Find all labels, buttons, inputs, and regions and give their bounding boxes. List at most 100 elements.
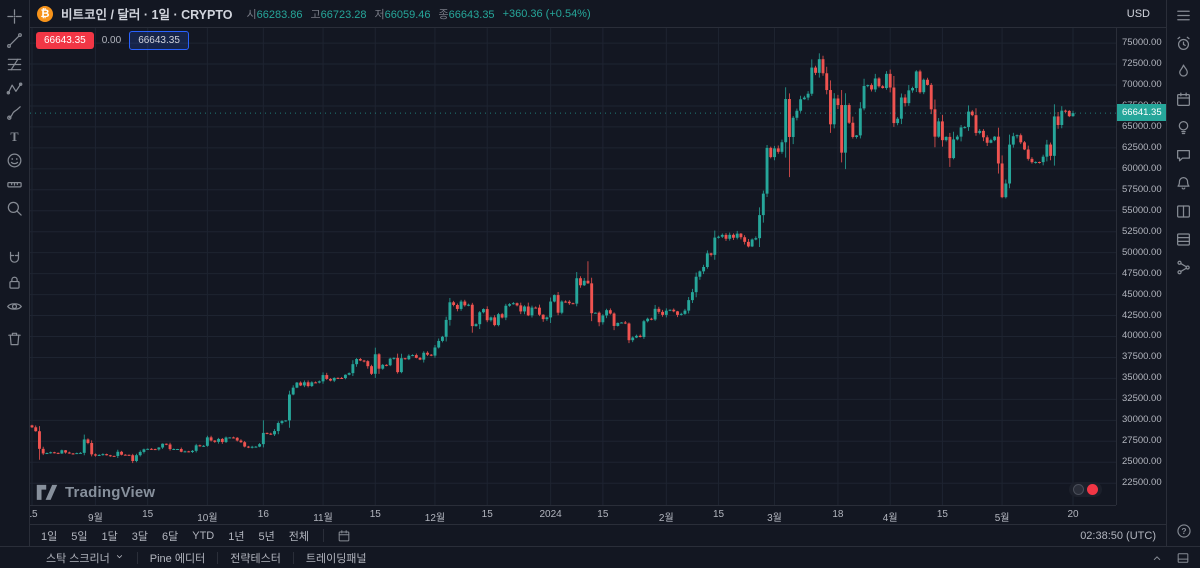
tab-1[interactable]: 스탁 스크리너	[34, 547, 137, 568]
calendar-icon[interactable]	[1171, 88, 1197, 111]
time-axis[interactable]: 15 9월 15 10월 16 11월 15 12월 15 2024 15 2월 15 3월 18 4월 15 5…	[26, 505, 1116, 524]
pattern-tool-icon[interactable]	[2, 76, 28, 100]
time-axis-label: 15	[142, 509, 154, 520]
hotlists-icon[interactable]	[1171, 60, 1197, 83]
price-axis-label: 37500.00	[1122, 351, 1162, 363]
time-axis-label: 2024	[539, 509, 562, 520]
spread-value: 0.00	[101, 35, 122, 46]
open-value: 66283.86	[256, 8, 303, 21]
order-panel-icon[interactable]	[1171, 200, 1197, 223]
tab-3[interactable]: 전략테스터	[230, 552, 281, 565]
bottom-tabs: 스탁 스크리너 Pine 에디터 전략테스터 트레이딩패널	[34, 547, 379, 568]
svg-text:T: T	[10, 129, 18, 143]
time-axis-label: 3월	[767, 513, 782, 524]
tab-4[interactable]: 트레이딩패널	[305, 552, 367, 565]
last-price-tag: 66641.35	[1117, 104, 1166, 122]
watermark-text: TradingView	[65, 483, 156, 501]
lock-drawings-icon[interactable]	[2, 270, 28, 294]
tradingview-logo-icon	[36, 484, 58, 500]
dom-icon[interactable]	[1171, 228, 1197, 251]
close-value: 66643.35	[448, 8, 495, 21]
help-icon[interactable]: ?	[1171, 520, 1197, 542]
chevron-down-icon	[114, 551, 125, 565]
price-axis[interactable]: 66641.35 75000.0072500.0070000.0067500.0…	[1116, 28, 1166, 505]
range-button-6달[interactable]: 6달	[162, 530, 179, 543]
time-axis-label: 18	[832, 509, 844, 520]
range-button-전체[interactable]: 전체	[288, 530, 309, 543]
price-axis-label: 40000.00	[1122, 330, 1162, 342]
magnet-mode-icon[interactable]	[2, 246, 28, 270]
time-axis-label: 9월	[88, 513, 103, 524]
range-button-YTD[interactable]: YTD	[192, 529, 215, 542]
measure-tool-icon[interactable]	[2, 172, 28, 196]
time-axis-label: 10월	[197, 513, 218, 524]
tab-2[interactable]: Pine 에디터	[149, 552, 206, 565]
price-axis-label: 70000.00	[1122, 79, 1162, 90]
candlestick-chart[interactable]	[30, 28, 1116, 505]
range-button-1일[interactable]: 1일	[41, 530, 58, 543]
trend-line-tool-icon[interactable]	[2, 28, 28, 52]
chart-pane[interactable]: TradingView	[30, 28, 1116, 505]
tab-divider	[292, 551, 294, 564]
hide-drawings-icon[interactable]	[2, 294, 28, 318]
currency-button[interactable]: USD	[1126, 7, 1150, 20]
price-change: +360.36 (+0.54%)	[502, 7, 591, 20]
price-axis-label: 47500.00	[1122, 267, 1162, 279]
range-button-1달[interactable]: 1달	[101, 530, 118, 543]
range-button-5일[interactable]: 5일	[71, 530, 88, 543]
live-badge-icon[interactable]	[1087, 484, 1098, 495]
price-axis-label: 65000.00	[1122, 120, 1162, 132]
tab-divider	[217, 551, 219, 564]
price-axis-label: 50000.00	[1122, 246, 1162, 258]
price-axis-label: 30000.00	[1122, 414, 1162, 426]
fib-retracement-tool-icon[interactable]	[2, 52, 28, 76]
bitcoin-logo-icon: ₿	[37, 5, 53, 22]
price-axis-label: 62500.00	[1122, 141, 1162, 153]
time-axis-label: 15	[597, 509, 609, 520]
clock[interactable]: 02:38:50 (UTC)	[1080, 529, 1156, 542]
range-button-1년[interactable]: 1년	[228, 530, 245, 543]
tabs-right-controls	[1150, 551, 1200, 565]
price-axis-label: 45000.00	[1122, 288, 1162, 300]
ideas-icon[interactable]	[1171, 116, 1197, 139]
topbar: ₿ 비트코인 / 달러 · 1일 · CRYPTO 시66283.86 고667…	[30, 0, 1166, 28]
chat-icon[interactable]	[1171, 144, 1197, 167]
toolbar-divider	[323, 529, 324, 542]
panel-toggle-icon[interactable]	[1176, 551, 1190, 565]
open-label: 시	[246, 8, 257, 21]
price-axis-label: 27500.00	[1122, 435, 1162, 447]
notifications-icon[interactable]	[1171, 172, 1197, 195]
symbol-title[interactable]: 비트코인 / 달러 · 1일 · CRYPTO	[61, 8, 233, 22]
remove-drawings-icon[interactable]	[2, 326, 28, 350]
sell-price-badge[interactable]: 66643.35	[36, 32, 94, 49]
price-axis-label: 57500.00	[1122, 183, 1162, 195]
price-axis-label: 72500.00	[1122, 58, 1162, 70]
price-axis-label: 35000.00	[1122, 372, 1162, 384]
svg-text:?: ?	[1181, 526, 1186, 536]
watchlist-icon[interactable]	[1171, 4, 1197, 27]
time-axis-label: 4월	[882, 513, 898, 524]
time-axis-label: 15	[936, 509, 948, 520]
alerts-icon[interactable]	[1171, 32, 1197, 55]
object-tree-icon[interactable]	[1171, 256, 1197, 279]
bottom-tabs-bar: 스탁 스크리너 Pine 에디터 전략테스터 트레이딩패널	[0, 546, 1200, 568]
go-to-date-icon[interactable]	[331, 524, 357, 548]
emoji-tool-icon[interactable]	[2, 148, 28, 172]
time-axis-label: 15	[369, 509, 381, 520]
stream-badge-icon[interactable]	[1073, 484, 1084, 495]
zoom-tool-icon[interactable]	[2, 196, 28, 220]
ohlc-values: 시66283.86 고66723.28 저66059.46 종66643.35	[247, 6, 495, 22]
cursor-crosshair-icon[interactable]	[2, 4, 28, 28]
range-buttons: 1일 5일 1달 3달 6달 YTD 1년 5년 전체	[34, 527, 316, 545]
right-widget-toolbar: ?	[1166, 0, 1200, 546]
high-label: 고	[310, 8, 321, 21]
brush-tool-icon[interactable]	[2, 100, 28, 124]
time-axis-label: 12월	[424, 513, 446, 524]
range-button-5년[interactable]: 5년	[258, 530, 275, 543]
buy-price-badge[interactable]: 66643.35	[129, 31, 189, 50]
close-label: 종	[438, 8, 449, 21]
text-tool-icon[interactable]: T	[2, 124, 28, 148]
range-button-3달[interactable]: 3달	[131, 530, 148, 543]
chevron-up-icon[interactable]	[1150, 551, 1164, 565]
price-axis-label: 22500.00	[1122, 477, 1162, 489]
